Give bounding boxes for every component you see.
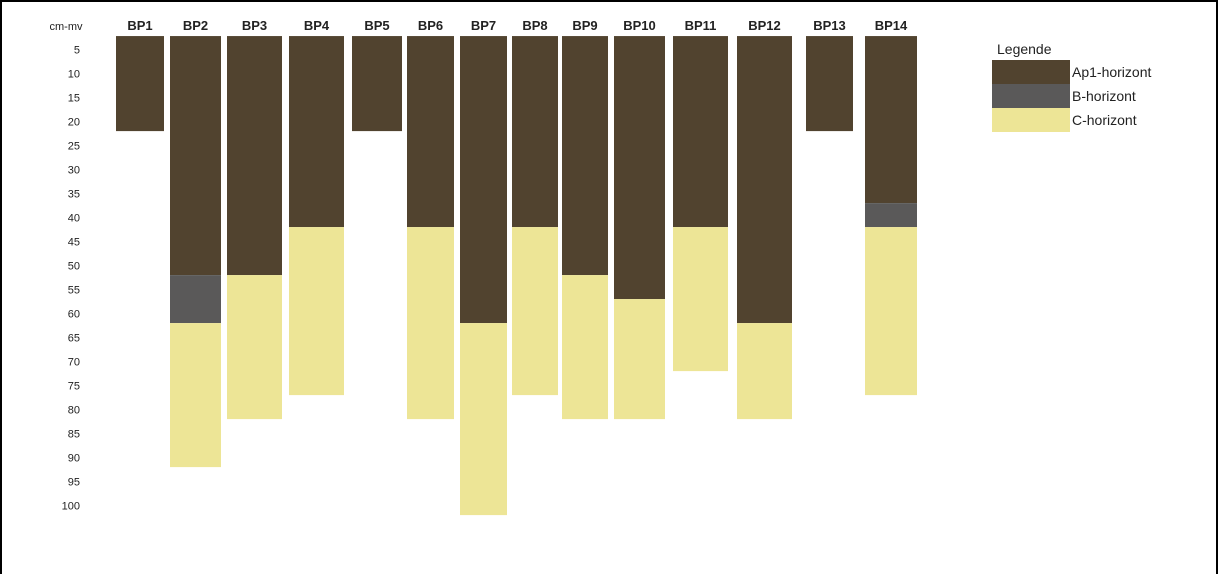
bar-segment-c-horizont	[227, 275, 282, 420]
bar-segment-c-horizont	[407, 227, 454, 420]
bar-segment-ap1-horizont	[116, 36, 164, 132]
bar-segment-ap1-horizont	[227, 36, 282, 276]
y-tick-label: 25	[68, 141, 80, 153]
bar-segment-ap1-horizont	[407, 36, 454, 228]
bar-segment-c-horizont	[562, 275, 608, 420]
bar-segment-ap1-horizont	[737, 36, 792, 324]
y-tick-label: 40	[68, 213, 80, 225]
category-label: BP6	[418, 18, 443, 33]
y-tick-label: 35	[68, 189, 80, 201]
y-tick-label: 100	[62, 501, 80, 513]
profile-labels: BP1 BP2 BP3 BP4 BP5 BP6 BP7 BP8 BP9 BP10 BP11 BP12 B…	[127, 18, 908, 33]
legend-label: C-horizont	[1072, 112, 1137, 128]
y-tick-label: 55	[68, 285, 80, 297]
legend-items: Ap1-horizont B-horizont C-horizont	[992, 60, 1151, 132]
y-tick-label: 85	[68, 429, 80, 441]
y-tick-label: 5	[74, 45, 80, 57]
y-tick-label: 10	[68, 69, 80, 81]
y-axis-ticks: 5 10 15 20 25 30 35 40 45 50 55 60 65 70 75 80 85 90 95 100	[62, 45, 80, 513]
y-tick-label: 90	[68, 453, 80, 465]
bar-segment-ap1-horizont	[460, 36, 507, 324]
bar-segment-c-horizont	[865, 227, 917, 396]
y-tick-label: 15	[68, 93, 80, 105]
bar-segment-b-horizont	[170, 275, 221, 324]
y-tick-label: 20	[68, 117, 80, 129]
bar-segment-c-horizont	[460, 323, 507, 516]
y-tick-label: 80	[68, 405, 80, 417]
category-label: BP1	[127, 18, 152, 33]
bar-segment-c-horizont	[737, 323, 792, 420]
category-label: BP4	[304, 18, 330, 33]
category-label: BP5	[364, 18, 389, 33]
y-tick-label: 95	[68, 477, 80, 489]
category-label: BP13	[813, 18, 846, 33]
legend-label: B-horizont	[1072, 88, 1136, 104]
bar-segment-ap1-horizont	[512, 36, 558, 228]
bar-segment-c-horizont	[614, 299, 665, 420]
bar-segment-ap1-horizont	[673, 36, 728, 228]
bar-segment-ap1-horizont	[352, 36, 402, 132]
bar-segment-ap1-horizont	[806, 36, 853, 132]
category-label: BP3	[242, 18, 267, 33]
bar-segment-c-horizont	[170, 323, 221, 468]
bar-segment-ap1-horizont	[562, 36, 608, 276]
y-tick-label: 75	[68, 381, 80, 393]
y-tick-label: 65	[68, 333, 80, 345]
bar-segment-ap1-horizont	[865, 36, 917, 204]
bar-segment-ap1-horizont	[170, 36, 221, 276]
legend-swatch	[992, 108, 1070, 132]
y-tick-label: 50	[68, 261, 80, 273]
profile-bars	[116, 36, 917, 516]
bar-segment-c-horizont	[673, 227, 728, 372]
legend-swatch	[992, 84, 1070, 108]
category-label: BP2	[183, 18, 208, 33]
y-tick-label: 70	[68, 357, 80, 369]
y-axis-title: cm-mv	[50, 21, 83, 33]
bar-segment-b-horizont	[865, 203, 917, 228]
legend-swatch	[992, 60, 1070, 84]
category-label: BP12	[748, 18, 781, 33]
legend: Legende Ap1-horizont B-horizont C-horizont	[992, 41, 1151, 132]
legend-label: Ap1-horizont	[1072, 64, 1151, 80]
y-tick-label: 60	[68, 309, 80, 321]
bar-segment-c-horizont	[512, 227, 558, 396]
category-label: BP7	[471, 18, 496, 33]
y-tick-label: 45	[68, 237, 80, 249]
bar-segment-ap1-horizont	[614, 36, 665, 300]
category-label: BP10	[623, 18, 656, 33]
y-tick-label: 30	[68, 165, 80, 177]
legend-title: Legende	[997, 41, 1052, 57]
bar-segment-c-horizont	[289, 227, 344, 396]
category-label: BP8	[522, 18, 547, 33]
category-label: BP14	[875, 18, 908, 33]
category-label: BP11	[685, 18, 717, 33]
bar-segment-ap1-horizont	[289, 36, 344, 228]
category-label: BP9	[572, 18, 597, 33]
